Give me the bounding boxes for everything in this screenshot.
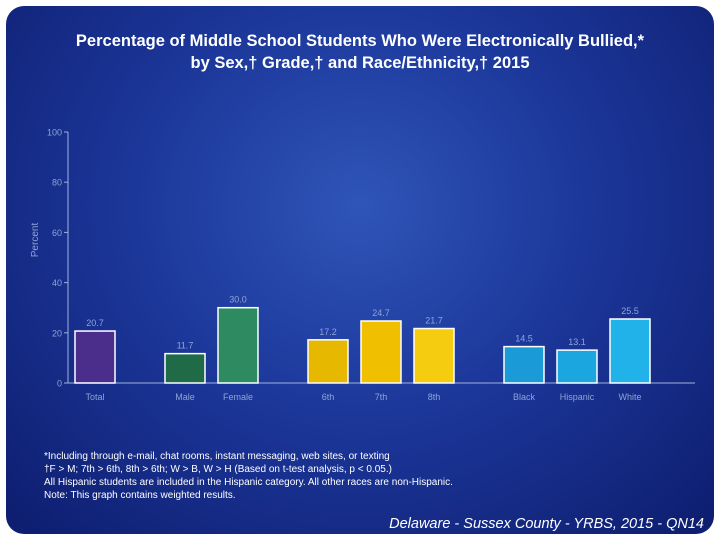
bar-value-label: 17.2 xyxy=(319,327,337,337)
bar-7th xyxy=(360,320,402,384)
chart-title-line-1: Percentage of Middle School Students Who… xyxy=(75,32,645,50)
y-tick-label: 40 xyxy=(52,278,62,288)
footnote-1: *Including through e-mail, chat rooms, i… xyxy=(44,451,390,462)
x-category-label: Male xyxy=(175,392,195,402)
footnote-2: †F > M; 7th > 6th, 8th > 6th; W > B, W >… xyxy=(44,464,392,475)
footnotes: *Including through e-mail, chat rooms, i… xyxy=(44,450,684,502)
bars: 20.7 Total 11.7 Male 30.0 Female 17.2 6th 24.7 7t… xyxy=(74,295,651,402)
bar-value-label: 13.1 xyxy=(568,337,586,347)
x-category-label: White xyxy=(618,392,641,402)
bar-value-label: 30.0 xyxy=(229,295,247,305)
x-category-label: 7th xyxy=(375,392,388,402)
bar-female xyxy=(217,306,259,384)
bar-hispanic xyxy=(556,349,598,384)
x-category-label: Female xyxy=(223,392,253,402)
chart-title-line-2: by Sex,† Grade,† and Race/Ethnicity,† 20… xyxy=(190,54,530,72)
bar-value-label: 14.5 xyxy=(515,334,533,344)
x-category-label: Hispanic xyxy=(560,392,595,402)
bar-white xyxy=(609,318,651,384)
footnote-3: All Hispanic students are included in th… xyxy=(44,477,453,488)
bar-value-label: 11.7 xyxy=(177,341,194,351)
y-tick-label: 60 xyxy=(52,228,62,238)
bar-black xyxy=(503,345,545,384)
x-category-label: 6th xyxy=(322,392,335,402)
y-tick-label: 80 xyxy=(52,178,62,188)
x-category-label: 8th xyxy=(428,392,441,402)
bar-value-label: 25.5 xyxy=(621,306,639,316)
bar-8th xyxy=(413,327,455,384)
bar-value-label: 21.7 xyxy=(425,316,443,326)
x-category-label: Black xyxy=(513,392,536,402)
y-tick-label: 100 xyxy=(47,128,62,138)
bar-male xyxy=(164,352,206,384)
bar-value-label: 20.7 xyxy=(86,318,104,328)
chart-title: Percentage of Middle School Students Who… xyxy=(0,30,720,74)
footnote-4: Note: This graph contains weighted resul… xyxy=(44,490,236,501)
slide-background xyxy=(6,6,714,534)
source-citation: Delaware - Sussex County - YRBS, 2015 - … xyxy=(389,516,704,532)
x-category-label: Total xyxy=(85,392,104,402)
y-tick-label: 20 xyxy=(52,328,62,338)
y-tick-label: 0 xyxy=(57,379,62,389)
y-axis-label: Percent xyxy=(30,223,41,258)
bar-total xyxy=(74,330,116,384)
bar-6th xyxy=(307,339,349,384)
bar-value-label: 24.7 xyxy=(372,308,390,318)
